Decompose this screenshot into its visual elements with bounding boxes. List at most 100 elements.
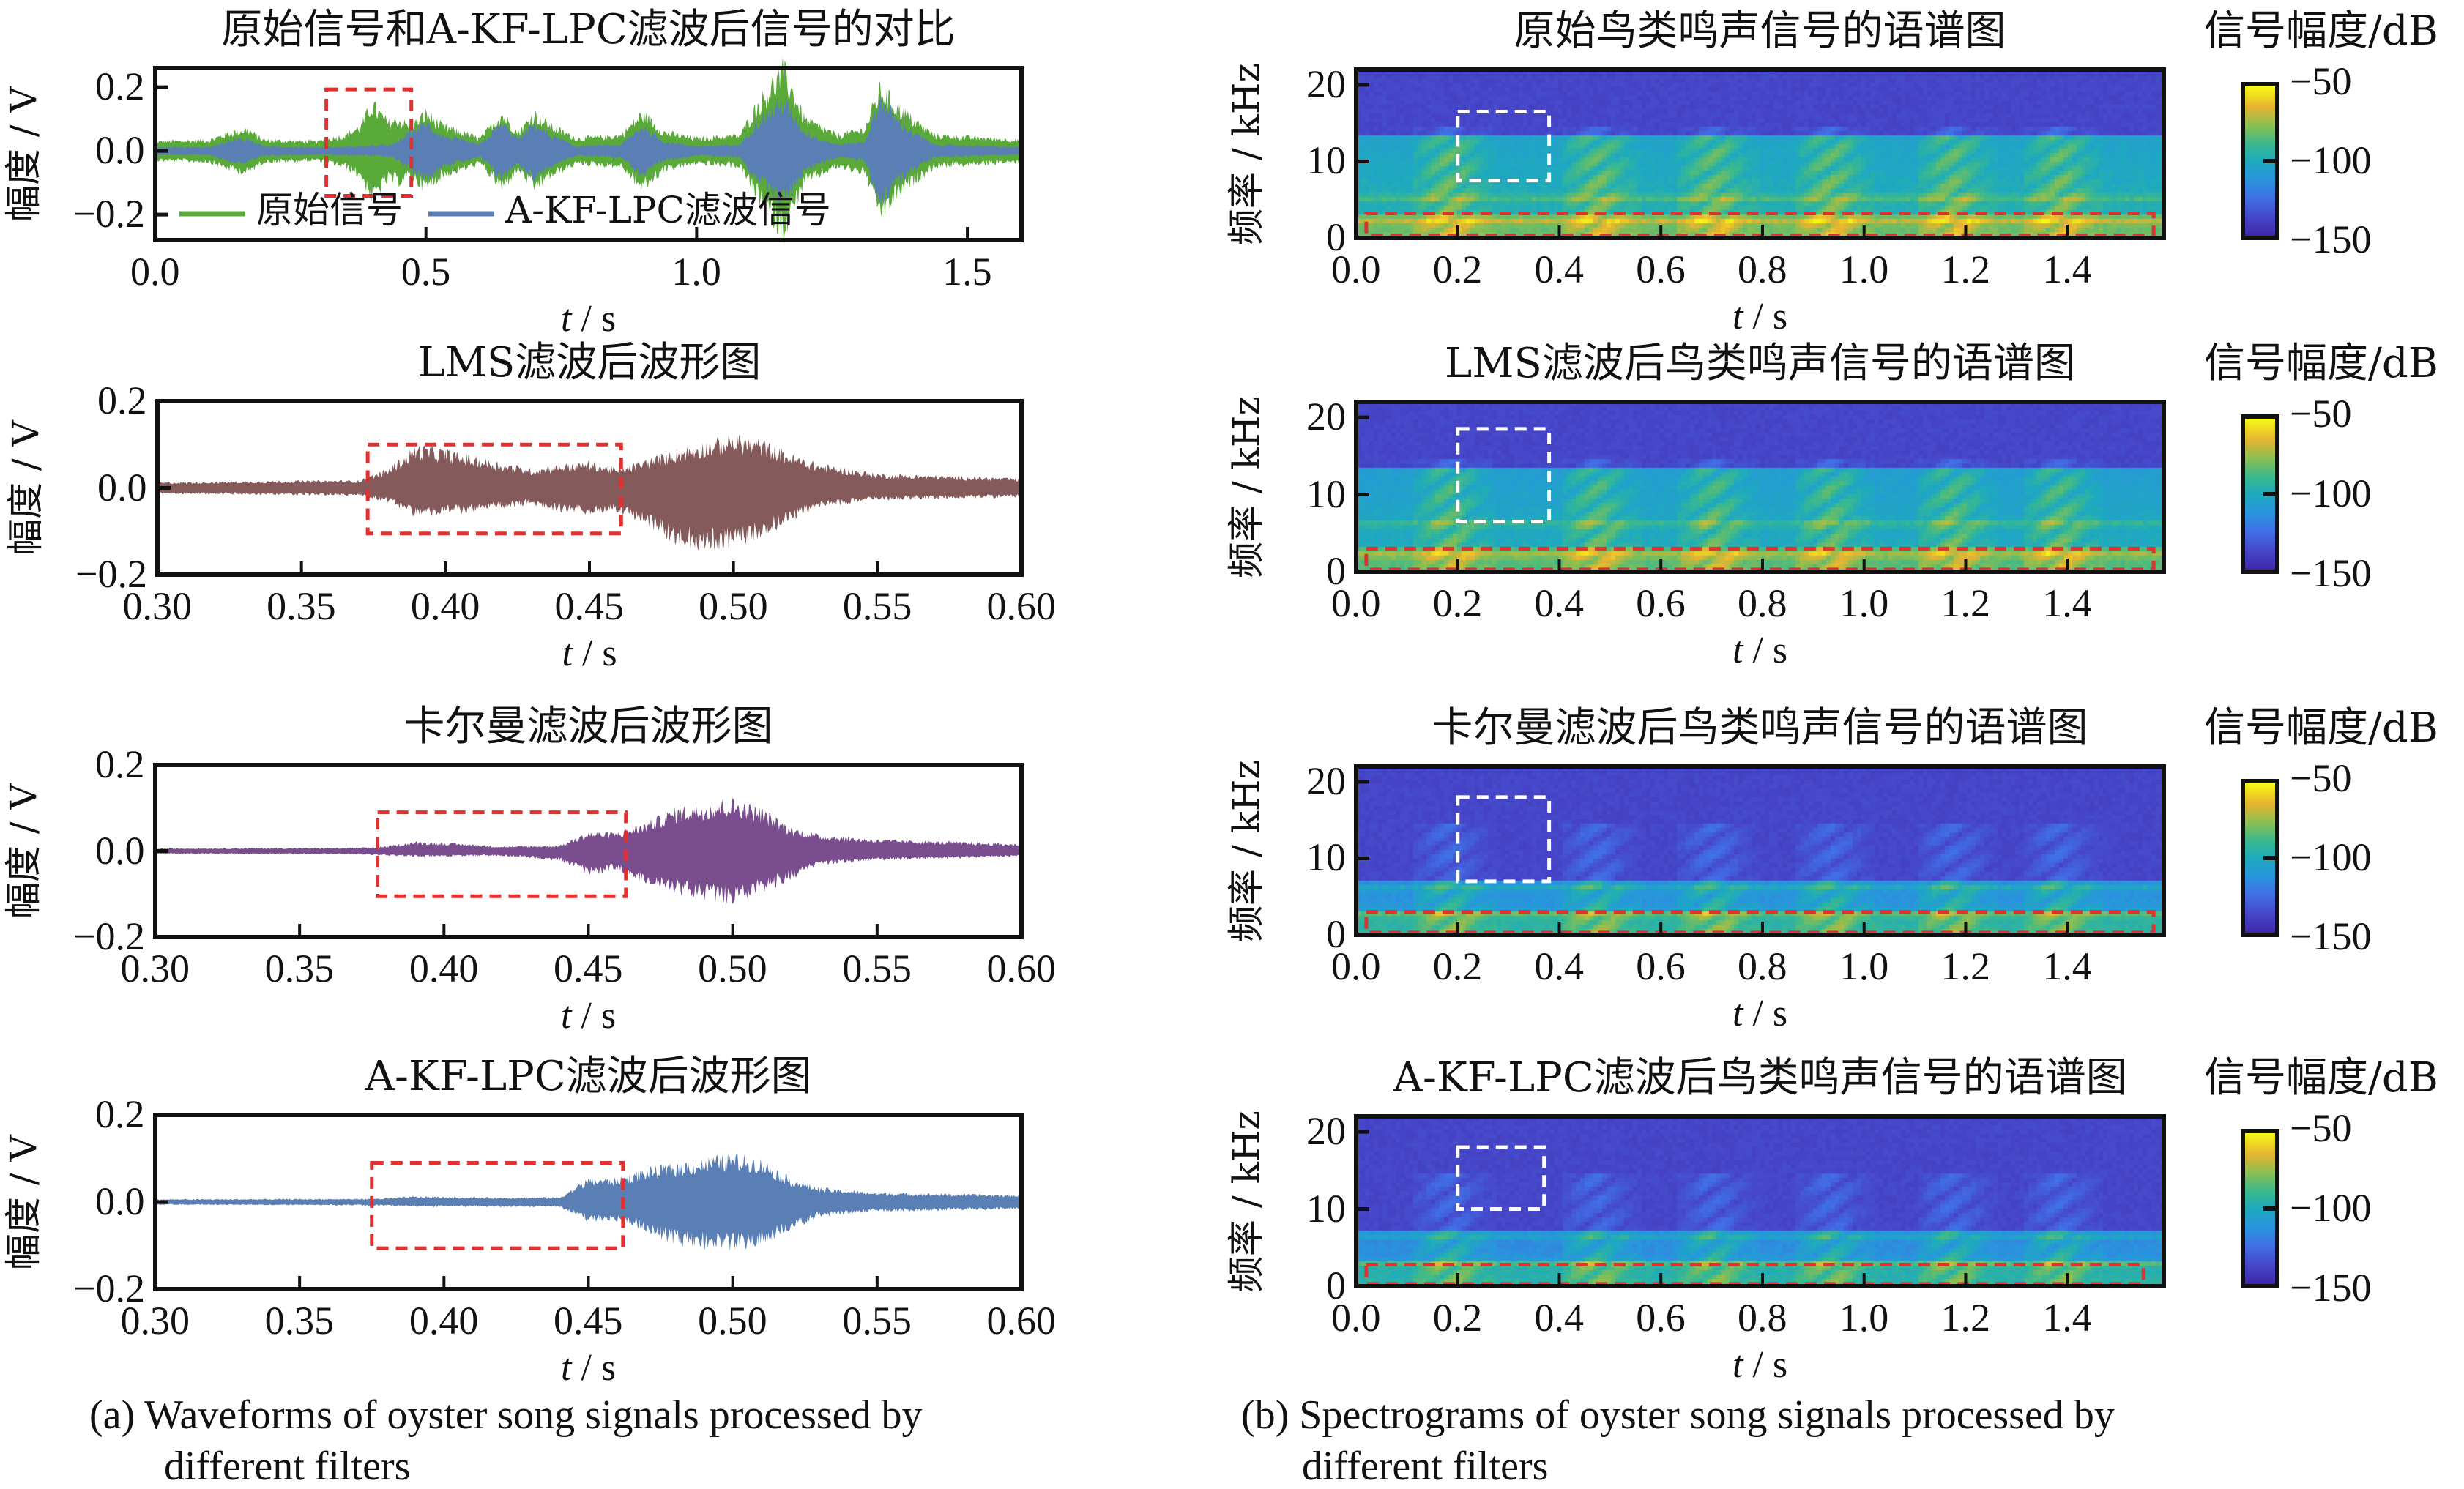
spectrogram-kalman-xlabel-var: t <box>1732 993 1743 1034</box>
spectrogram-kalman-xlabel-unit: / s <box>1743 993 1788 1034</box>
spectrogram-kalman-ylabel: 频率 / kHz <box>1225 759 1268 942</box>
spectrogram-akf-lpc-ylabel: 频率 / kHz <box>1225 1110 1268 1293</box>
spectrogram-kalman-xtick-label: 1.4 <box>2042 944 2092 988</box>
waveform-kalman-ytick-label: −0.2 <box>73 914 145 958</box>
spectrogram-lms-ylabel: 频率 / kHz <box>1225 395 1268 578</box>
spectrogram-akf-lpc-xtick-label: 0.2 <box>1432 1296 1483 1340</box>
waveform-comparison-ytick-label: 0.2 <box>95 64 145 109</box>
spectrogram-kalman-colorbar-title: 信号幅度/dB <box>2204 704 2438 752</box>
waveform-akf-lpc-xlabel-var: t <box>561 1347 572 1389</box>
spectrogram-original-colorbar-tick-label: −100 <box>2290 138 2372 182</box>
spectrogram-kalman-xtick-label: 1.0 <box>1839 944 1889 988</box>
waveform-kalman-xlabel-unit: / s <box>571 995 617 1037</box>
waveform-comparison-ytick-label: 0.0 <box>95 128 145 173</box>
waveform-kalman-xtick-label: 0.30 <box>120 947 190 990</box>
spectrogram-akf-lpc-xtick-label: 0.4 <box>1534 1296 1584 1340</box>
spectrogram-kalman-ytick-label: 0 <box>1326 912 1346 956</box>
spectrogram-lms-ytick-label: 0 <box>1326 549 1346 593</box>
spectrogram-kalman-xtick-label: 0.0 <box>1331 944 1381 988</box>
spectrogram-original-colorbar-title: 信号幅度/dB <box>2204 7 2438 55</box>
waveform-kalman-xlabel-var: t <box>561 995 572 1037</box>
spectrogram-original-colorbar-tick <box>2263 159 2275 163</box>
spectrogram-original-ylabel: 频率 / kHz <box>1225 62 1268 245</box>
waveform-kalman-xtick-label: 0.60 <box>986 947 1057 990</box>
spectrogram-akf-lpc-colorbar-tick-label: −150 <box>2290 1266 2372 1310</box>
waveform-akf-lpc-xtick-label: 0.45 <box>554 1299 623 1343</box>
spectrogram-akf-lpc-xtick-label: 1.2 <box>1940 1296 1990 1340</box>
spectrogram-lms-xlabel-unit: / s <box>1743 630 1788 671</box>
waveform-akf-lpc-ylabel: 幅度 / V <box>2 1134 45 1270</box>
caption-a-line1: (a) Waveforms of oyster song signals pro… <box>89 1392 923 1438</box>
waveform-lms-frame <box>155 399 1024 577</box>
spectrogram-kalman-xtick-label: 0.8 <box>1737 944 1787 988</box>
spectrogram-lms-xtick-label: 0.0 <box>1331 581 1381 625</box>
waveform-akf-lpc-frame <box>153 1113 1024 1291</box>
spectrogram-lms-xlabel-var: t <box>1732 630 1743 671</box>
spectrogram-lms-colorbar-tick-label: −50 <box>2290 392 2352 436</box>
spectrogram-kalman-heatmap <box>1356 766 2164 935</box>
waveform-kalman-xtick-label: 0.55 <box>842 947 912 990</box>
waveform-lms-series-0 <box>157 434 1021 551</box>
spectrogram-lms-colorbar-tick <box>2263 492 2275 496</box>
spectrogram-original-colorbar-tick-label: −150 <box>2290 217 2372 261</box>
waveform-kalman-xtick-label: 0.35 <box>264 947 335 990</box>
waveform-lms-ylabel: 幅度 / V <box>4 420 47 556</box>
waveform-kalman-ytick-label: 0.2 <box>95 742 145 786</box>
spectrogram-original-xtick-label: 1.0 <box>1839 247 1889 291</box>
waveform-lms-xtick-label: 0.45 <box>554 584 625 628</box>
waveform-kalman-title: 卡尔曼滤波后波形图 <box>403 703 773 750</box>
spectrogram-original-xtick-label: 1.2 <box>1940 247 1990 291</box>
waveform-akf-lpc-title: A-KF-LPC滤波后波形图 <box>365 1053 812 1100</box>
spectrogram-akf-lpc-xtick-label: 1.4 <box>2042 1296 2092 1340</box>
spectrogram-original-xtick-label: 0.4 <box>1534 247 1584 291</box>
waveform-akf-lpc-xlabel-unit: / s <box>571 1347 617 1389</box>
waveform-lms-xtick-label: 0.40 <box>410 584 480 628</box>
legend-label: 原始信号 <box>256 189 403 231</box>
spectrogram-original-xlabel: t / s <box>1732 298 1787 336</box>
waveform-kalman-xlabel: t / s <box>561 997 616 1035</box>
caption-b-line1: (b) Spectrograms of oyster song signals … <box>1241 1392 2115 1438</box>
spectrogram-lms-colorbar-tick-label: −150 <box>2290 551 2372 595</box>
waveform-lms-xtick-label: 0.55 <box>842 584 912 628</box>
spectrogram-kalman-ytick-label: 20 <box>1306 758 1346 803</box>
waveform-lms-xtick-label: 0.50 <box>699 584 768 628</box>
waveform-comparison-ytick-label: −0.2 <box>73 192 145 236</box>
waveform-kalman-ylabel: 幅度 / V <box>2 783 45 919</box>
waveform-akf-lpc-xtick-label: 0.60 <box>986 1299 1057 1343</box>
waveform-akf-lpc-xtick-label: 0.40 <box>409 1299 479 1343</box>
waveform-comparison-xlabel-unit: / s <box>571 298 617 340</box>
spectrogram-lms-xtick-label: 1.0 <box>1839 581 1889 625</box>
spectrogram-akf-lpc-xtick-label: 0.6 <box>1636 1296 1686 1340</box>
spectrogram-kalman-colorbar-tick-label: −100 <box>2290 835 2372 879</box>
spectrogram-lms-ytick-label: 10 <box>1306 471 1346 516</box>
waveform-comparison-xtick-label: 1.0 <box>671 250 721 294</box>
spectrogram-lms-xtick-label: 0.2 <box>1432 581 1483 625</box>
waveform-lms-ytick-label: −0.2 <box>75 552 147 596</box>
spectrogram-akf-lpc-xtick-label: 1.0 <box>1839 1296 1889 1340</box>
waveform-comparison-xlabel-var: t <box>561 298 572 340</box>
spectrogram-kalman-xtick-label: 0.6 <box>1636 944 1686 988</box>
waveform-comparison-title: 原始信号和A-KF-LPC滤波后信号的对比 <box>221 6 956 53</box>
waveform-akf-lpc-series-0 <box>155 1153 1021 1251</box>
spectrogram-lms-xtick-label: 0.4 <box>1534 581 1584 625</box>
waveform-akf-lpc-xtick-label: 0.35 <box>264 1299 335 1343</box>
spectrogram-kalman-xtick-label: 1.2 <box>1940 944 1990 988</box>
spectrogram-akf-lpc-colorbar <box>2241 1129 2279 1288</box>
waveform-kalman-ytick-label: 0.0 <box>95 828 145 873</box>
waveform-akf-lpc-xlabel: t / s <box>561 1349 616 1387</box>
spectrogram-original-xtick-label: 0.8 <box>1737 247 1787 291</box>
waveform-comparison-xtick-label: 0.5 <box>401 250 451 294</box>
spectrogram-akf-lpc-colorbar-title: 信号幅度/dB <box>2204 1054 2438 1102</box>
spectrogram-akf-lpc-title: A-KF-LPC滤波后鸟类鸣声信号的语谱图 <box>1393 1054 2127 1102</box>
spectrogram-kalman-ytick-label: 10 <box>1306 835 1346 880</box>
spectrogram-original-heatmap <box>1356 70 2164 238</box>
spectrogram-original-xlabel-var: t <box>1732 296 1743 337</box>
spectrogram-original-xtick-label: 1.4 <box>2042 247 2092 291</box>
waveform-akf-lpc-ytick-label: 0.2 <box>95 1092 145 1136</box>
spectrogram-akf-lpc-xtick-label: 0.0 <box>1331 1296 1381 1340</box>
spectrogram-lms-xtick-label: 1.4 <box>2042 581 2092 625</box>
waveform-akf-lpc-highlight-box <box>370 1160 625 1250</box>
spectrogram-original-ytick-label: 20 <box>1306 61 1346 106</box>
spectrogram-akf-lpc-ytick-label: 20 <box>1306 1109 1346 1154</box>
spectrogram-lms-title: LMS滤波后鸟类鸣声信号的语谱图 <box>1445 340 2075 387</box>
